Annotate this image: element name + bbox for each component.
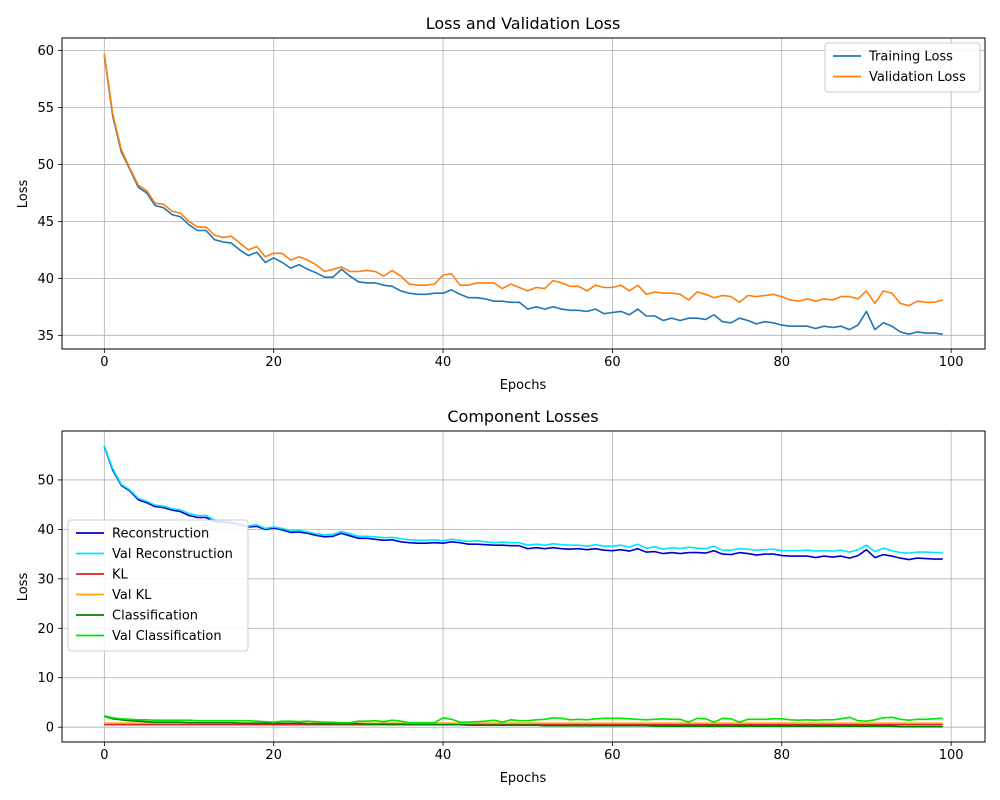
x-tick-label: 0 xyxy=(100,748,108,763)
legend-label-val-kl: Val KL xyxy=(112,588,152,603)
component-losses-ticks: 0 20 40 60 80 100 0 10 20 30 40 50 xyxy=(37,473,963,763)
legend-label-reconstruction: Reconstruction xyxy=(112,527,209,542)
y-tick-label: 20 xyxy=(37,622,54,637)
x-tick-label: 100 xyxy=(939,748,964,763)
y-tick-label: 30 xyxy=(37,572,54,587)
y-tick-label: 10 xyxy=(37,671,54,686)
series-line-training-loss xyxy=(103,54,943,336)
legend-label-classification: Classification xyxy=(112,609,198,624)
component-losses-legend: Reconstruction Val Reconstruction KL Val KL… xyxy=(67,519,249,652)
legend-label-val-reconstruction: Val Reconstruction xyxy=(112,547,233,562)
loss-chart-legend: Training Loss Validation Loss xyxy=(824,42,981,93)
legend-box xyxy=(67,519,249,652)
x-tick-label: 40 xyxy=(435,748,452,763)
legend-label-kl: KL xyxy=(112,568,129,583)
x-tick-label: 40 xyxy=(435,355,452,370)
y-tick-label: 45 xyxy=(37,215,54,230)
legend-box xyxy=(824,42,981,93)
legend-label-validation-loss: Validation Loss xyxy=(869,70,966,85)
series-line-validation-loss xyxy=(103,53,943,307)
x-tick-label: 60 xyxy=(604,748,621,763)
loss-chart-title: Loss and Validation Loss xyxy=(426,14,621,33)
x-tick-label: 100 xyxy=(939,355,964,370)
y-tick-label: 60 xyxy=(37,44,54,59)
loss-chart-x-axis-label: Epochs xyxy=(500,378,547,393)
x-tick-label: 60 xyxy=(604,355,621,370)
y-tick-label: 0 xyxy=(46,721,54,736)
x-tick-label: 20 xyxy=(265,748,282,763)
x-tick-label: 20 xyxy=(265,355,282,370)
legend-label-val-classification: Val Classification xyxy=(112,629,222,644)
x-tick-label: 80 xyxy=(773,355,790,370)
component-losses-y-axis-label: Loss xyxy=(16,573,31,602)
component-losses-x-axis-label: Epochs xyxy=(500,771,547,786)
legend-label-training-loss: Training Loss xyxy=(868,50,953,65)
component-losses-chart-panel: 0 20 40 60 80 100 0 10 20 30 40 50 Component Losses… xyxy=(16,407,986,786)
loss-chart-axes-frame xyxy=(61,37,986,350)
component-losses-title: Component Losses xyxy=(447,407,598,426)
y-tick-label: 35 xyxy=(37,329,54,344)
x-tick-label: 0 xyxy=(100,355,108,370)
component-losses-axes-frame xyxy=(61,430,986,743)
loss-chart-ticks: 0 20 40 60 80 100 35 40 45 50 55 60 xyxy=(37,44,963,370)
loss-chart-y-axis-label: Loss xyxy=(16,180,31,209)
series-line-val-classification xyxy=(104,715,943,724)
y-tick-label: 50 xyxy=(37,158,54,173)
loss-chart-series xyxy=(103,53,943,336)
y-tick-label: 40 xyxy=(37,523,54,538)
component-losses-grid xyxy=(62,431,985,742)
series-line-classification xyxy=(104,715,943,728)
x-tick-label: 80 xyxy=(773,748,790,763)
y-tick-label: 40 xyxy=(37,272,54,287)
y-tick-label: 55 xyxy=(37,101,54,116)
y-tick-label: 50 xyxy=(37,473,54,488)
loss-chart-panel: 0 20 40 60 80 100 35 40 45 50 55 60 Loss and Valida… xyxy=(16,14,986,393)
